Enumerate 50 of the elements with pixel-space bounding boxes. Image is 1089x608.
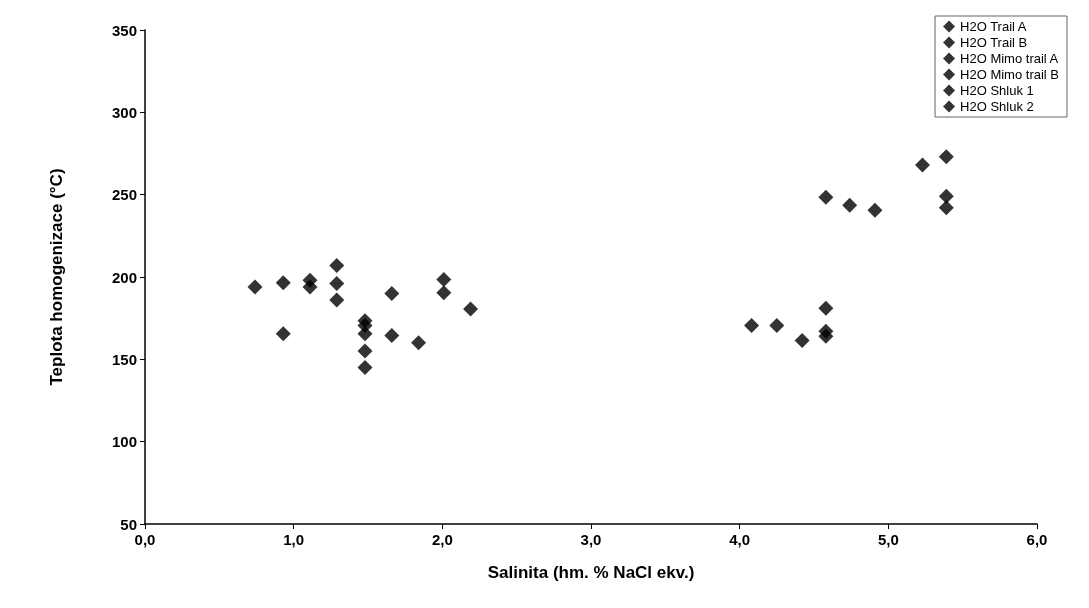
x-tick-label: 5,0 — [877, 531, 899, 548]
x-tick-label: 1,0 — [283, 531, 305, 548]
legend-label: H2O Mimo trail A — [960, 51, 1059, 66]
point — [329, 276, 345, 292]
x-tick-label: 2,0 — [431, 531, 453, 548]
point — [818, 300, 834, 316]
y-tick-label: 350 — [111, 21, 137, 39]
y-tick-label: 50 — [120, 515, 137, 533]
point — [744, 318, 760, 334]
y-tick-label: 300 — [111, 103, 137, 121]
point — [818, 328, 834, 344]
x-tick-label: 6,0 — [1026, 531, 1048, 548]
point — [302, 279, 318, 295]
point — [818, 189, 834, 205]
legend-label: H2O Trail A — [960, 19, 1027, 34]
point — [938, 200, 954, 216]
point — [842, 197, 858, 213]
legend-label: H2O Trail B — [960, 35, 1028, 50]
y-tick-label: 150 — [111, 350, 137, 368]
legend-label: H2O Shluk 2 — [960, 99, 1034, 114]
point — [247, 279, 263, 295]
y-axis-title: Teplota homogenizace (°C) — [47, 168, 66, 386]
point — [411, 335, 427, 351]
y-tick-label: 100 — [111, 433, 137, 451]
point — [329, 257, 345, 273]
point — [329, 292, 345, 308]
point — [357, 326, 373, 342]
legend-label: H2O Shluk 1 — [960, 83, 1034, 98]
point — [938, 149, 954, 165]
point — [938, 188, 954, 204]
point — [275, 326, 291, 342]
y-tick-label: 250 — [111, 186, 137, 204]
point — [436, 271, 452, 287]
point — [436, 285, 452, 301]
point — [275, 275, 291, 291]
point — [867, 202, 883, 218]
point — [794, 332, 810, 348]
x-tick-label: 0,0 — [134, 531, 156, 548]
x-axis-title: Salinita (hm. % NaCl ekv.) — [487, 563, 695, 582]
x-tick-label: 3,0 — [580, 531, 602, 548]
point — [384, 285, 400, 301]
y-tick-label: 200 — [111, 268, 137, 286]
point — [357, 360, 373, 376]
x-tick-label: 4,0 — [729, 531, 751, 548]
point — [915, 157, 931, 173]
point — [357, 343, 373, 359]
point — [463, 301, 479, 317]
legend-label: H2O Mimo trail B — [960, 67, 1060, 82]
point — [769, 318, 785, 334]
point — [384, 327, 400, 343]
